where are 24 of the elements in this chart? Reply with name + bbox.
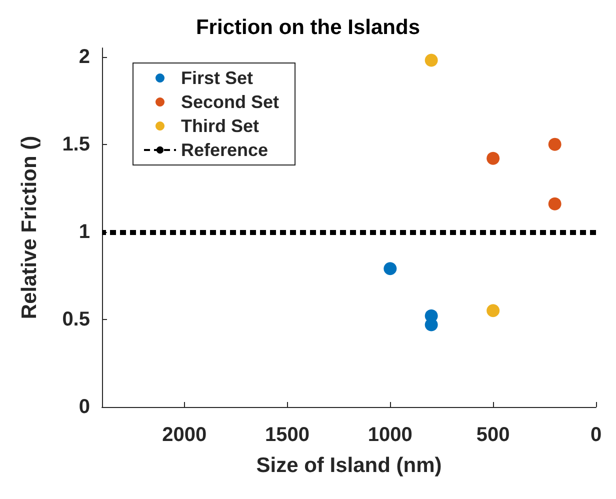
x-tick-label: 0 [590, 424, 602, 446]
x-tick-label: 1000 [368, 424, 412, 446]
point [384, 262, 397, 276]
y-tick-label: 1.5 [62, 133, 90, 156]
y-tick-label: 0 [78, 396, 90, 418]
y-axis-title: Relative Friction () [18, 136, 41, 320]
x-tick-label: 1500 [265, 424, 310, 446]
point [548, 197, 562, 210]
chart-title: Friction on the Islands [196, 16, 420, 39]
y-tick-label: 0.5 [62, 308, 90, 330]
legend-label: Reference [181, 140, 268, 160]
legend-label: Second Set [181, 92, 280, 112]
point [424, 318, 438, 332]
y-tick-label: 2 [78, 46, 90, 68]
point [486, 152, 500, 165]
y-tick-label: 1 [78, 220, 90, 243]
point [424, 54, 438, 67]
point [548, 138, 562, 151]
legend-label: First Set [181, 68, 254, 88]
x-axis-title: Size of Island (nm) [256, 454, 442, 477]
point [486, 304, 500, 318]
legend-label: Third Set [181, 116, 260, 136]
x-tick-label: 500 [476, 424, 510, 446]
x-tick-label: 2000 [162, 424, 207, 446]
